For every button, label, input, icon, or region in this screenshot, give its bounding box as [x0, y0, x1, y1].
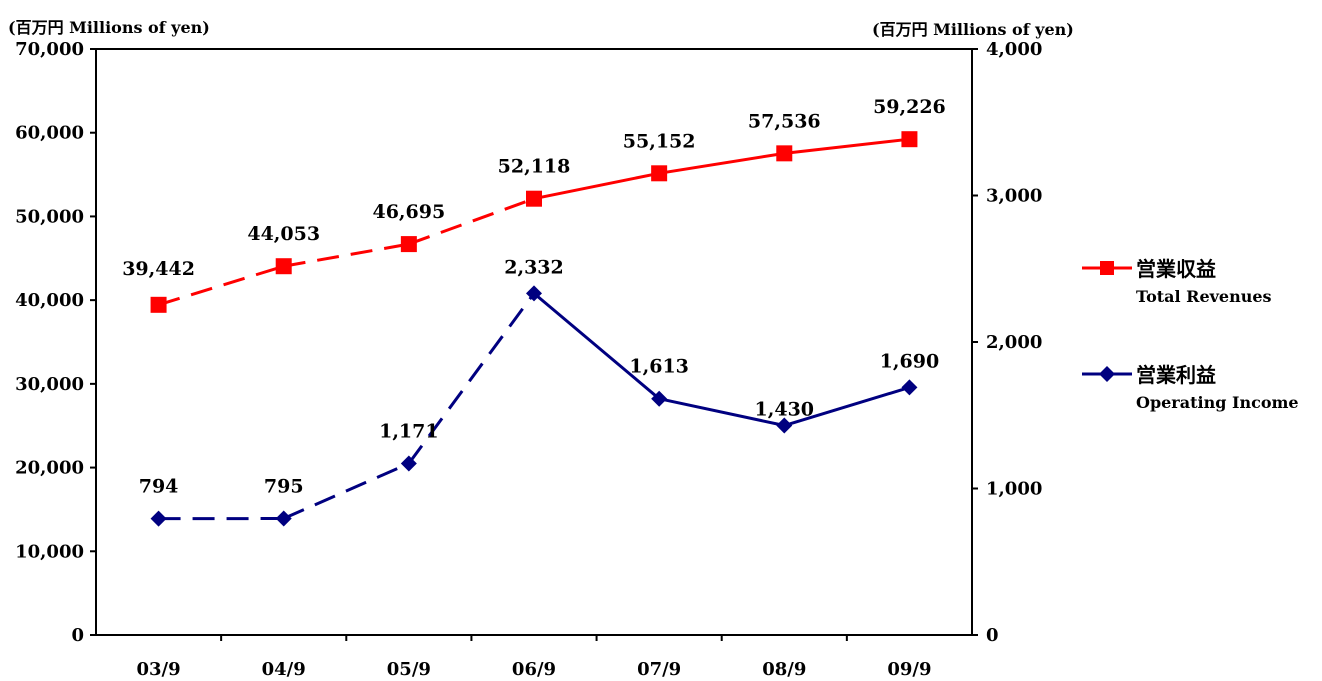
data-label-income: 794: [139, 476, 179, 498]
legend-marker-income: [1099, 366, 1115, 382]
left-axis-tick-label: 50,000: [15, 206, 84, 227]
data-labels: 39,442 44,053 46,695 52,118 55,152 57,536 59,2…: [122, 96, 946, 497]
legend-item-total-revenues: 営業収益 Total Revenues: [1082, 257, 1272, 306]
data-label-income: 1,690: [880, 350, 940, 372]
left-axis-tick-label: 30,000: [15, 374, 84, 395]
right-axis-tick-label: 0: [986, 625, 999, 646]
left-axis: 0 10,000 20,000 30,000 40,000 50,000 60,000 70,…: [15, 39, 96, 646]
series-segment-income: [533, 292, 661, 400]
series-segment-income: [783, 385, 910, 427]
series-segment-revenues: [408, 197, 535, 246]
left-axis-tick-label: 0: [71, 625, 84, 646]
marker-revenues: [526, 190, 542, 207]
marker-income: [526, 285, 542, 302]
data-label-revenues: 44,053: [247, 223, 320, 245]
marker-income: [150, 510, 167, 527]
x-axis-tick-label: 03/9: [136, 659, 180, 680]
left-axis-tick-label: 10,000: [15, 541, 84, 562]
data-label-revenues: 55,152: [623, 130, 696, 152]
right-axis-tick-label: 2,000: [986, 332, 1042, 353]
data-label-revenues: 46,695: [372, 201, 445, 223]
series-segment-revenues: [784, 137, 910, 155]
x-axis-tick-label: 08/9: [762, 659, 806, 680]
marker-income: [400, 455, 417, 472]
marker-revenues: [901, 131, 918, 148]
series-segment-revenues: [533, 171, 660, 201]
legend-label-revenues-en: Total Revenues: [1136, 287, 1272, 306]
x-axis-tick-label: 05/9: [387, 659, 431, 680]
marker-income: [275, 510, 292, 527]
left-axis-tick-label: 20,000: [15, 458, 84, 479]
data-label-revenues: 52,118: [498, 156, 571, 178]
right-axis: 0 1,000 2,000 3,000 4,000: [972, 39, 1042, 646]
series-segment-income: [407, 292, 536, 465]
legend: 営業収益 Total Revenues 営業利益 Operating Incom…: [1082, 257, 1299, 412]
marker-revenues: [651, 165, 668, 182]
legend-label-revenues-jp: 営業収益: [1136, 257, 1216, 281]
x-axis-tick-label: 04/9: [262, 659, 306, 680]
legend-label-income-en: Operating Income: [1136, 393, 1299, 412]
x-axis-tick-label: 06/9: [512, 659, 556, 680]
right-axis-tick-label: 1,000: [986, 479, 1042, 500]
data-label-income: 1,430: [755, 399, 815, 421]
left-axis-tick-label: 60,000: [15, 123, 84, 144]
series-segment-revenues: [658, 151, 785, 175]
data-label-income: 795: [264, 476, 304, 498]
marker-revenues: [150, 296, 167, 313]
marker-revenues: [275, 258, 292, 275]
marker-income: [651, 390, 668, 407]
data-label-income: 1,171: [379, 420, 439, 442]
series-segment-income: [658, 397, 785, 427]
left-axis-tick-label: 40,000: [15, 290, 84, 311]
right-axis-unit-label: (百万円 Millions of yen): [872, 20, 1074, 39]
data-label-income: 2,332: [504, 256, 564, 278]
right-axis-tick-label: 3,000: [986, 186, 1042, 207]
right-axis-tick-label: 4,000: [986, 39, 1042, 60]
left-axis-tick-label: 70,000: [15, 39, 84, 60]
x-axis-tick-label: 07/9: [637, 659, 681, 680]
x-axis-tick-label: 09/9: [887, 659, 931, 680]
marker-revenues: [400, 236, 417, 253]
data-label-income: 1,613: [629, 356, 689, 378]
plot-area: [95, 48, 973, 636]
marker-revenues: [776, 145, 793, 162]
data-label-revenues: 57,536: [748, 110, 821, 132]
left-axis-unit-label: (百万円 Millions of yen): [8, 18, 210, 37]
marker-income: [776, 417, 793, 434]
series-layer: [150, 131, 918, 527]
data-label-revenues: 39,442: [122, 258, 195, 280]
series-segment-revenues: [283, 242, 410, 268]
series-segment-revenues: [158, 264, 285, 307]
marker-income: [901, 379, 918, 396]
x-axis: 03/9 04/9 05/9 06/9 07/9 08/9 09/9: [136, 635, 932, 680]
series-segment-income: [283, 462, 410, 520]
data-label-revenues: 59,226: [873, 96, 946, 118]
legend-marker-revenues: [1100, 261, 1114, 275]
legend-label-income-jp: 営業利益: [1136, 363, 1216, 387]
legend-item-operating-income: 営業利益 Operating Income: [1082, 363, 1299, 412]
